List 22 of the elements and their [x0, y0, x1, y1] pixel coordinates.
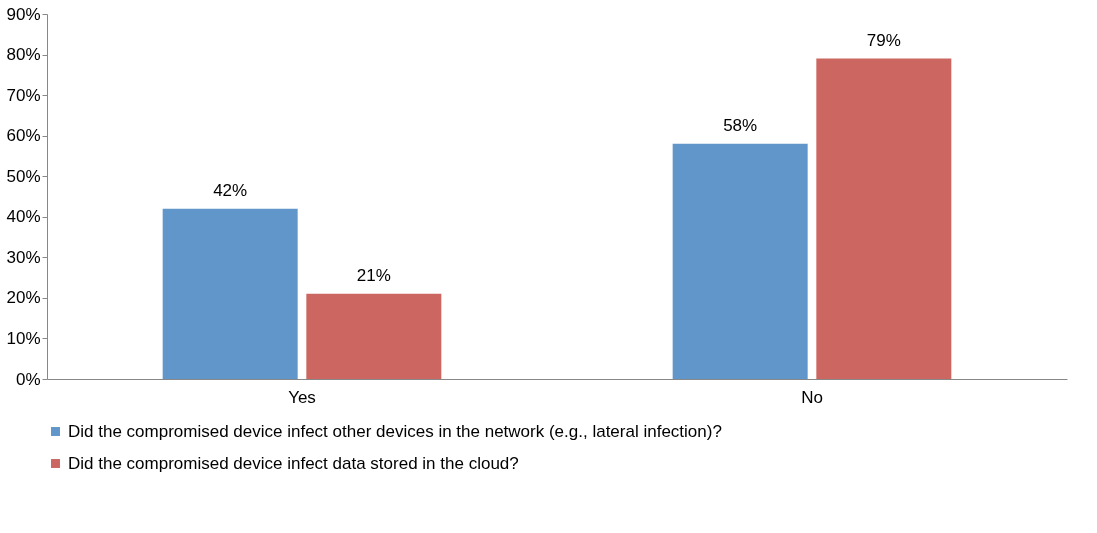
data-label: 42% [213, 180, 248, 200]
y-tick-label: 20% [6, 288, 41, 308]
y-tick-label: 70% [6, 85, 41, 105]
data-label: 21% [356, 265, 391, 285]
data-label: 79% [866, 30, 901, 50]
bar [672, 143, 808, 379]
y-tick-label: 10% [6, 328, 41, 348]
x-tick-label: No [801, 387, 823, 407]
y-tick-label: 60% [6, 126, 41, 146]
y-tick-label: 50% [6, 166, 41, 186]
y-tick-label: 30% [6, 247, 41, 267]
y-tick-label: 0% [15, 369, 41, 389]
data-label: 58% [723, 115, 758, 135]
legend-label: Did the compromised device infect other devices in the network (e.g., lateral infection)? [68, 421, 722, 441]
legend-label: Did the compromised device infect data stored in the cloud? [68, 453, 519, 473]
bar [816, 58, 952, 379]
y-tick-label: 80% [6, 45, 41, 65]
x-tick-label: Yes [288, 387, 316, 407]
y-tick-label: 40% [6, 207, 41, 227]
bar [306, 293, 442, 379]
y-tick-label: 90% [6, 4, 41, 24]
bar [162, 208, 298, 379]
